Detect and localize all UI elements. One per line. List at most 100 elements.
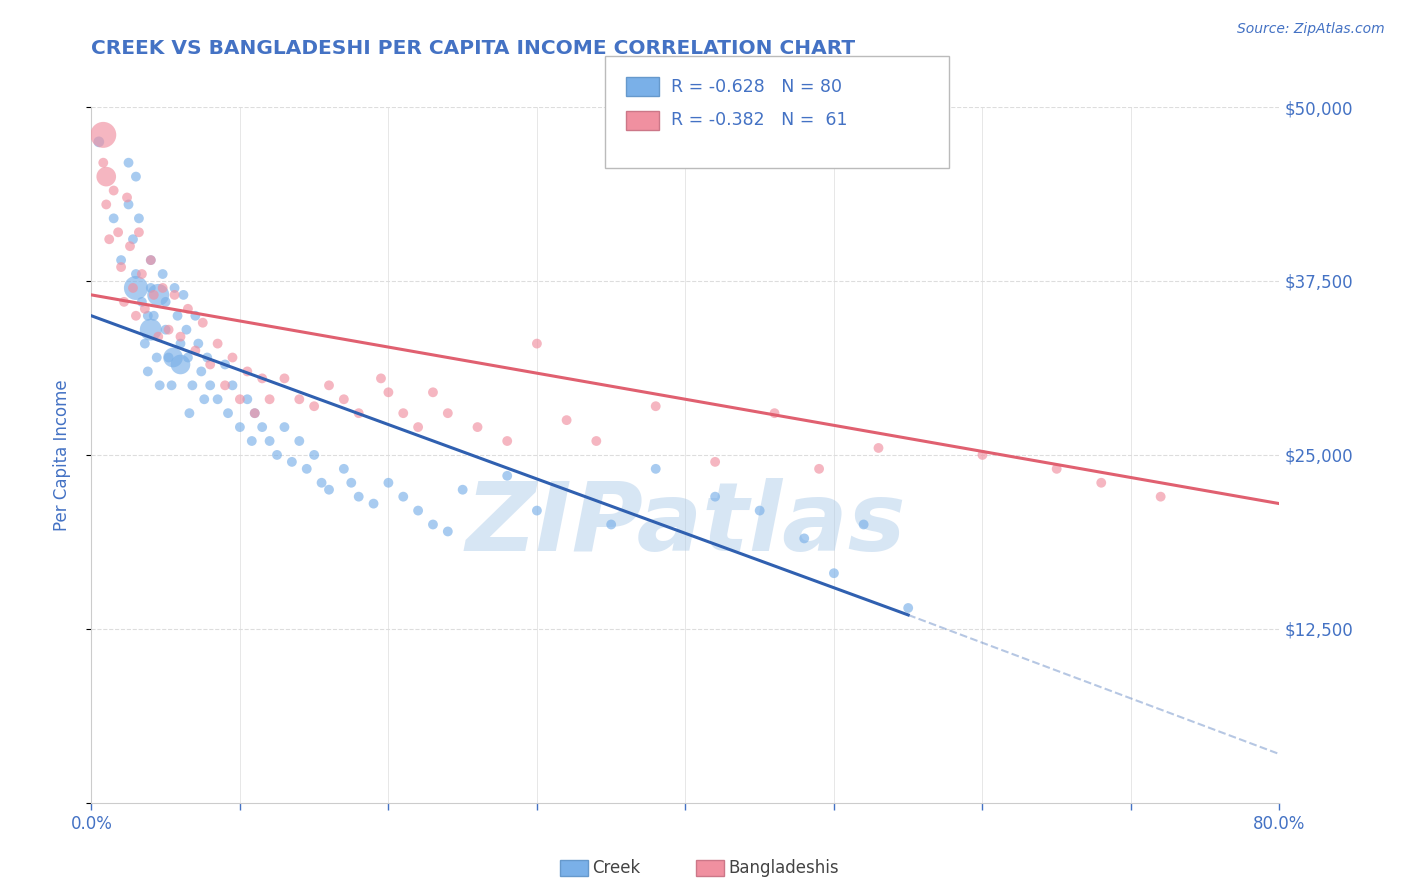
Point [207,336,229,351]
Point [200,358,222,372]
Point [177,351,200,365]
Point [808,462,831,476]
Point [107,225,129,239]
Point [148,329,170,343]
Point [125,267,148,281]
Point [266,448,288,462]
Point [406,503,429,517]
Point [868,441,890,455]
Point [236,392,259,407]
Point [169,358,191,372]
Point [377,475,399,490]
Point [221,378,243,392]
Point [125,309,148,323]
Point [142,309,165,323]
Point [451,483,474,497]
Point [318,483,340,497]
Point [422,517,444,532]
Point [526,336,548,351]
Point [152,267,174,281]
Point [148,288,170,302]
Point [155,294,177,309]
Point [190,364,212,378]
Point [288,434,311,448]
Point [195,351,218,365]
Point [160,378,183,392]
Point [200,378,222,392]
Point [91,155,114,169]
Text: R = -0.382   N =  61: R = -0.382 N = 61 [671,112,848,129]
Point [259,392,281,407]
Point [131,294,153,309]
Point [128,211,150,226]
Point [347,406,370,420]
Point [273,420,295,434]
Text: Source: ZipAtlas.com: Source: ZipAtlas.com [1237,22,1385,37]
Point [122,232,145,246]
Point [1149,490,1171,504]
Point [585,434,607,448]
Point [644,462,666,476]
Point [370,371,392,385]
Point [122,281,145,295]
Point [704,490,727,504]
Point [333,392,356,407]
Point [347,490,370,504]
Point [243,406,266,420]
Point [1090,475,1112,490]
Point [377,385,399,400]
Point [823,566,845,581]
Text: Creek: Creek [592,859,640,877]
Point [166,309,188,323]
Point [139,281,162,295]
Point [191,316,214,330]
Point [157,323,180,337]
Text: R = -0.628   N = 80: R = -0.628 N = 80 [671,78,842,95]
Point [117,155,139,169]
Point [103,211,125,226]
Point [273,371,295,385]
Point [110,260,132,274]
Point [152,281,174,295]
Point [176,323,198,337]
Point [763,406,786,420]
Point [422,385,444,400]
Point [214,358,236,372]
Point [181,378,204,392]
Point [125,281,148,295]
Point [136,309,159,323]
Point [169,329,191,343]
Point [177,301,200,316]
Point [555,413,578,427]
Point [96,197,118,211]
Point [496,434,519,448]
Point [302,399,325,413]
Point [125,169,148,184]
Point [467,420,489,434]
Point [221,351,243,365]
Point [112,294,135,309]
Point [1046,462,1069,476]
Point [110,253,132,268]
Point [392,406,415,420]
Point [207,392,229,407]
Text: CREEK VS BANGLADESHI PER CAPITA INCOME CORRELATION CHART: CREEK VS BANGLADESHI PER CAPITA INCOME C… [91,39,855,58]
Point [115,190,138,204]
Point [193,392,215,407]
Point [155,323,177,337]
Point [311,475,333,490]
Point [229,392,252,407]
Point [157,351,180,365]
Point [184,309,207,323]
Point [340,475,363,490]
Point [236,364,259,378]
Point [852,517,875,532]
Point [134,336,156,351]
Point [128,225,150,239]
Point [748,503,770,517]
Point [149,378,172,392]
Text: Bangladeshis: Bangladeshis [728,859,839,877]
Point [644,399,666,413]
Point [139,323,162,337]
Point [214,378,236,392]
